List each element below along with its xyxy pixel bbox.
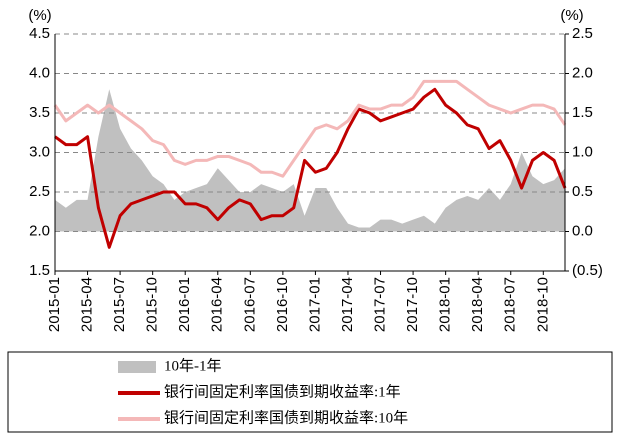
- x-tick-label: 2016-04: [209, 277, 226, 332]
- x-tick-label: 2016-01: [176, 277, 193, 332]
- x-tick-label: 2017-04: [339, 277, 356, 332]
- y-tick-label: 4.5: [29, 25, 50, 42]
- y-tick-label: 2.5: [29, 183, 50, 200]
- line: [53, 79, 567, 178]
- y2-tick-label: 1.0: [572, 143, 593, 160]
- legend-label: 银行间固定利率国债到期收益率:10年: [164, 409, 408, 426]
- x-tick-label: 2018-04: [469, 277, 486, 332]
- y-axis-label: (%): [28, 7, 51, 24]
- y2-tick-label: 1.5: [572, 104, 593, 121]
- y-tick-label: 3.0: [29, 143, 50, 160]
- x-tick-label: 2015-07: [111, 277, 128, 332]
- y-tick-label: 1.5: [29, 262, 50, 279]
- x-tick-label: 2018-01: [437, 277, 454, 332]
- area: [55, 89, 565, 232]
- legend-swatch: [118, 361, 156, 373]
- y2-tick-label: 2.5: [572, 25, 593, 42]
- x-tick-label: 2015-10: [144, 277, 161, 332]
- x-tick-label: 2015-04: [79, 277, 96, 332]
- y2-tick-label: (0.5): [572, 262, 603, 279]
- x-tick-label: 2018-10: [534, 277, 551, 332]
- x-tick-label: 2017-10: [404, 277, 421, 332]
- y2-tick-label: 0.5: [572, 183, 593, 200]
- x-tick-label: 2015-01: [46, 277, 63, 332]
- x-tick-label: 2016-07: [241, 277, 258, 332]
- x-tick-label: 2017-01: [306, 277, 323, 332]
- x-tick-label: 2017-07: [372, 277, 389, 332]
- y2-tick-label: 0.0: [572, 222, 593, 239]
- y-tick-label: 4.0: [29, 64, 50, 81]
- y-tick-label: 3.5: [29, 104, 50, 121]
- legend-label: 银行间固定利率国债到期收益率:1年: [164, 383, 401, 400]
- y2-axis-label: (%): [560, 7, 583, 24]
- x-tick-label: 2016-10: [274, 277, 291, 332]
- y2-tick-label: 2.0: [572, 64, 593, 81]
- x-tick-label: 2018-07: [502, 277, 519, 332]
- legend-label: 10年-1年: [164, 357, 222, 374]
- y-tick-label: 2.0: [29, 222, 50, 239]
- line: [54, 87, 567, 249]
- legend-box: [7, 351, 613, 433]
